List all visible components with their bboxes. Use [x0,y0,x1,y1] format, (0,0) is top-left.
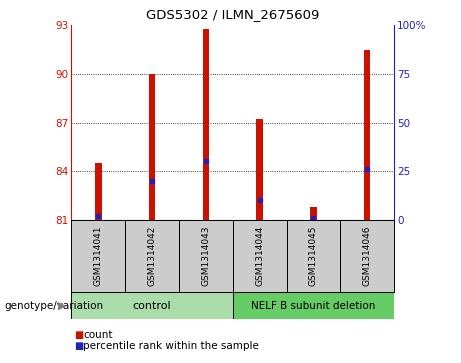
Text: GSM1314042: GSM1314042 [148,226,157,286]
FancyBboxPatch shape [340,220,394,292]
Text: GSM1314046: GSM1314046 [363,226,372,286]
Bar [364,50,371,220]
Text: count: count [83,330,112,340]
Text: GSM1314045: GSM1314045 [309,226,318,286]
FancyBboxPatch shape [179,220,233,292]
Text: GSM1314041: GSM1314041 [94,226,103,286]
FancyBboxPatch shape [71,292,233,319]
Text: NELF B subunit deletion: NELF B subunit deletion [251,301,376,311]
Bar [256,119,263,220]
Text: genotype/variation: genotype/variation [5,301,104,311]
FancyBboxPatch shape [233,292,394,319]
Text: ■: ■ [74,330,83,340]
Text: ■: ■ [74,341,83,351]
Title: GDS5302 / ILMN_2675609: GDS5302 / ILMN_2675609 [146,8,319,21]
FancyBboxPatch shape [287,220,340,292]
Text: control: control [133,301,171,311]
FancyBboxPatch shape [125,220,179,292]
FancyBboxPatch shape [233,220,287,292]
Text: GSM1314043: GSM1314043 [201,226,210,286]
Bar [203,29,209,220]
FancyBboxPatch shape [71,220,125,292]
Bar [310,207,317,220]
Text: GSM1314044: GSM1314044 [255,226,264,286]
Bar [95,163,101,220]
Text: percentile rank within the sample: percentile rank within the sample [83,341,259,351]
Bar [149,74,155,220]
Text: ▶: ▶ [59,301,67,311]
